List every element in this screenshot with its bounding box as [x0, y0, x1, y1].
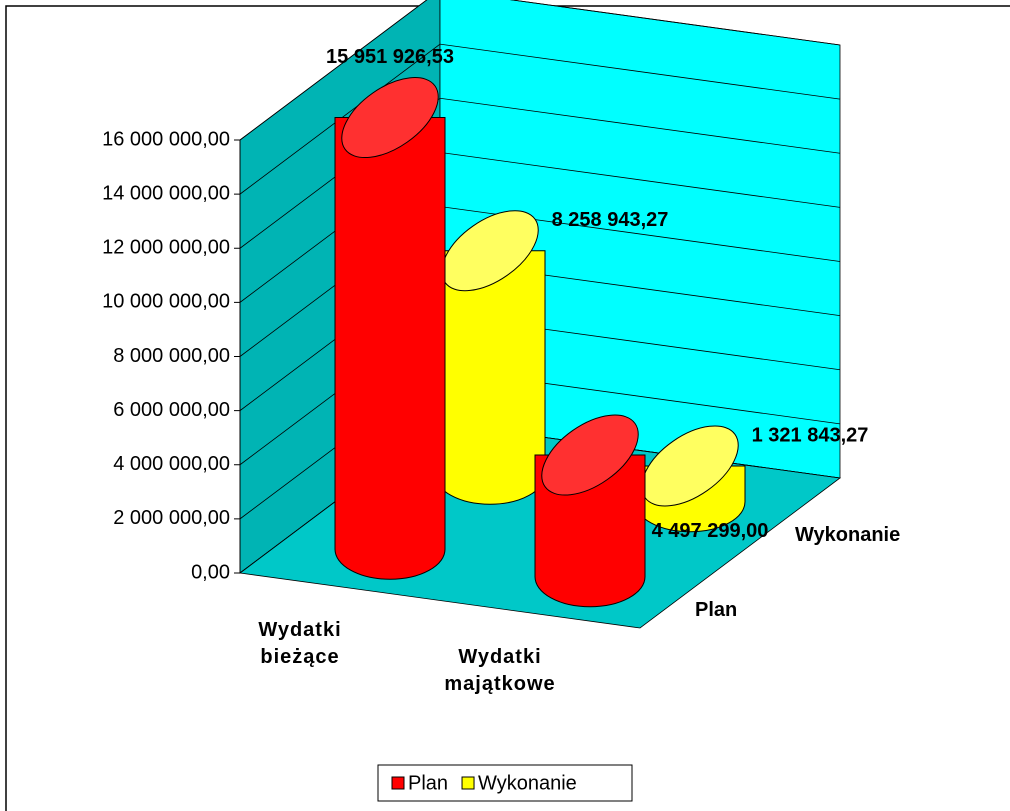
bar-body — [434, 250, 546, 505]
grid-line — [239, 43, 841, 195]
bar — [534, 414, 646, 608]
depth-label: Wykonanie — [795, 524, 900, 546]
legend-label: Plan — [408, 772, 448, 794]
value-label: 15 951 926,53 — [326, 46, 454, 68]
value-label: 8 258 943,27 — [552, 209, 669, 231]
bar — [634, 425, 746, 533]
x-tick-label: Wydatki bieżące — [258, 618, 342, 668]
bar-top — [541, 414, 639, 496]
bar — [334, 77, 446, 580]
legend: Plan Wykonanie — [377, 764, 633, 802]
depth-label: Plan — [695, 599, 737, 621]
y-tick-label: 6 000 000,00 — [113, 399, 230, 421]
legend-box — [377, 764, 633, 802]
legend-swatch — [391, 776, 405, 790]
y-tick-label: 2 000 000,00 — [113, 507, 230, 529]
legend-swatch — [461, 776, 475, 790]
y-tick-label: 8 000 000,00 — [113, 345, 230, 367]
bar-top — [341, 77, 439, 159]
y-tick-label: 12 000 000,00 — [102, 237, 230, 259]
y-tick-label: 10 000 000,00 — [102, 291, 230, 313]
x-tick-label: Wydatki majątkowe — [444, 646, 556, 696]
value-label: 4 497 299,00 — [652, 520, 769, 542]
bar — [434, 210, 546, 505]
y-tick-label: 4 000 000,00 — [113, 453, 230, 475]
y-tick-label: 14 000 000,00 — [102, 182, 230, 204]
y-tick-label: 16 000 000,00 — [102, 128, 230, 150]
grid-line — [239, 0, 841, 141]
value-label: 1 321 843,27 — [752, 424, 869, 446]
y-tick-label: 0,00 — [191, 561, 230, 583]
bar-body — [334, 117, 446, 580]
legend-label: Wykonanie — [478, 772, 577, 794]
grid-line — [239, 97, 841, 249]
